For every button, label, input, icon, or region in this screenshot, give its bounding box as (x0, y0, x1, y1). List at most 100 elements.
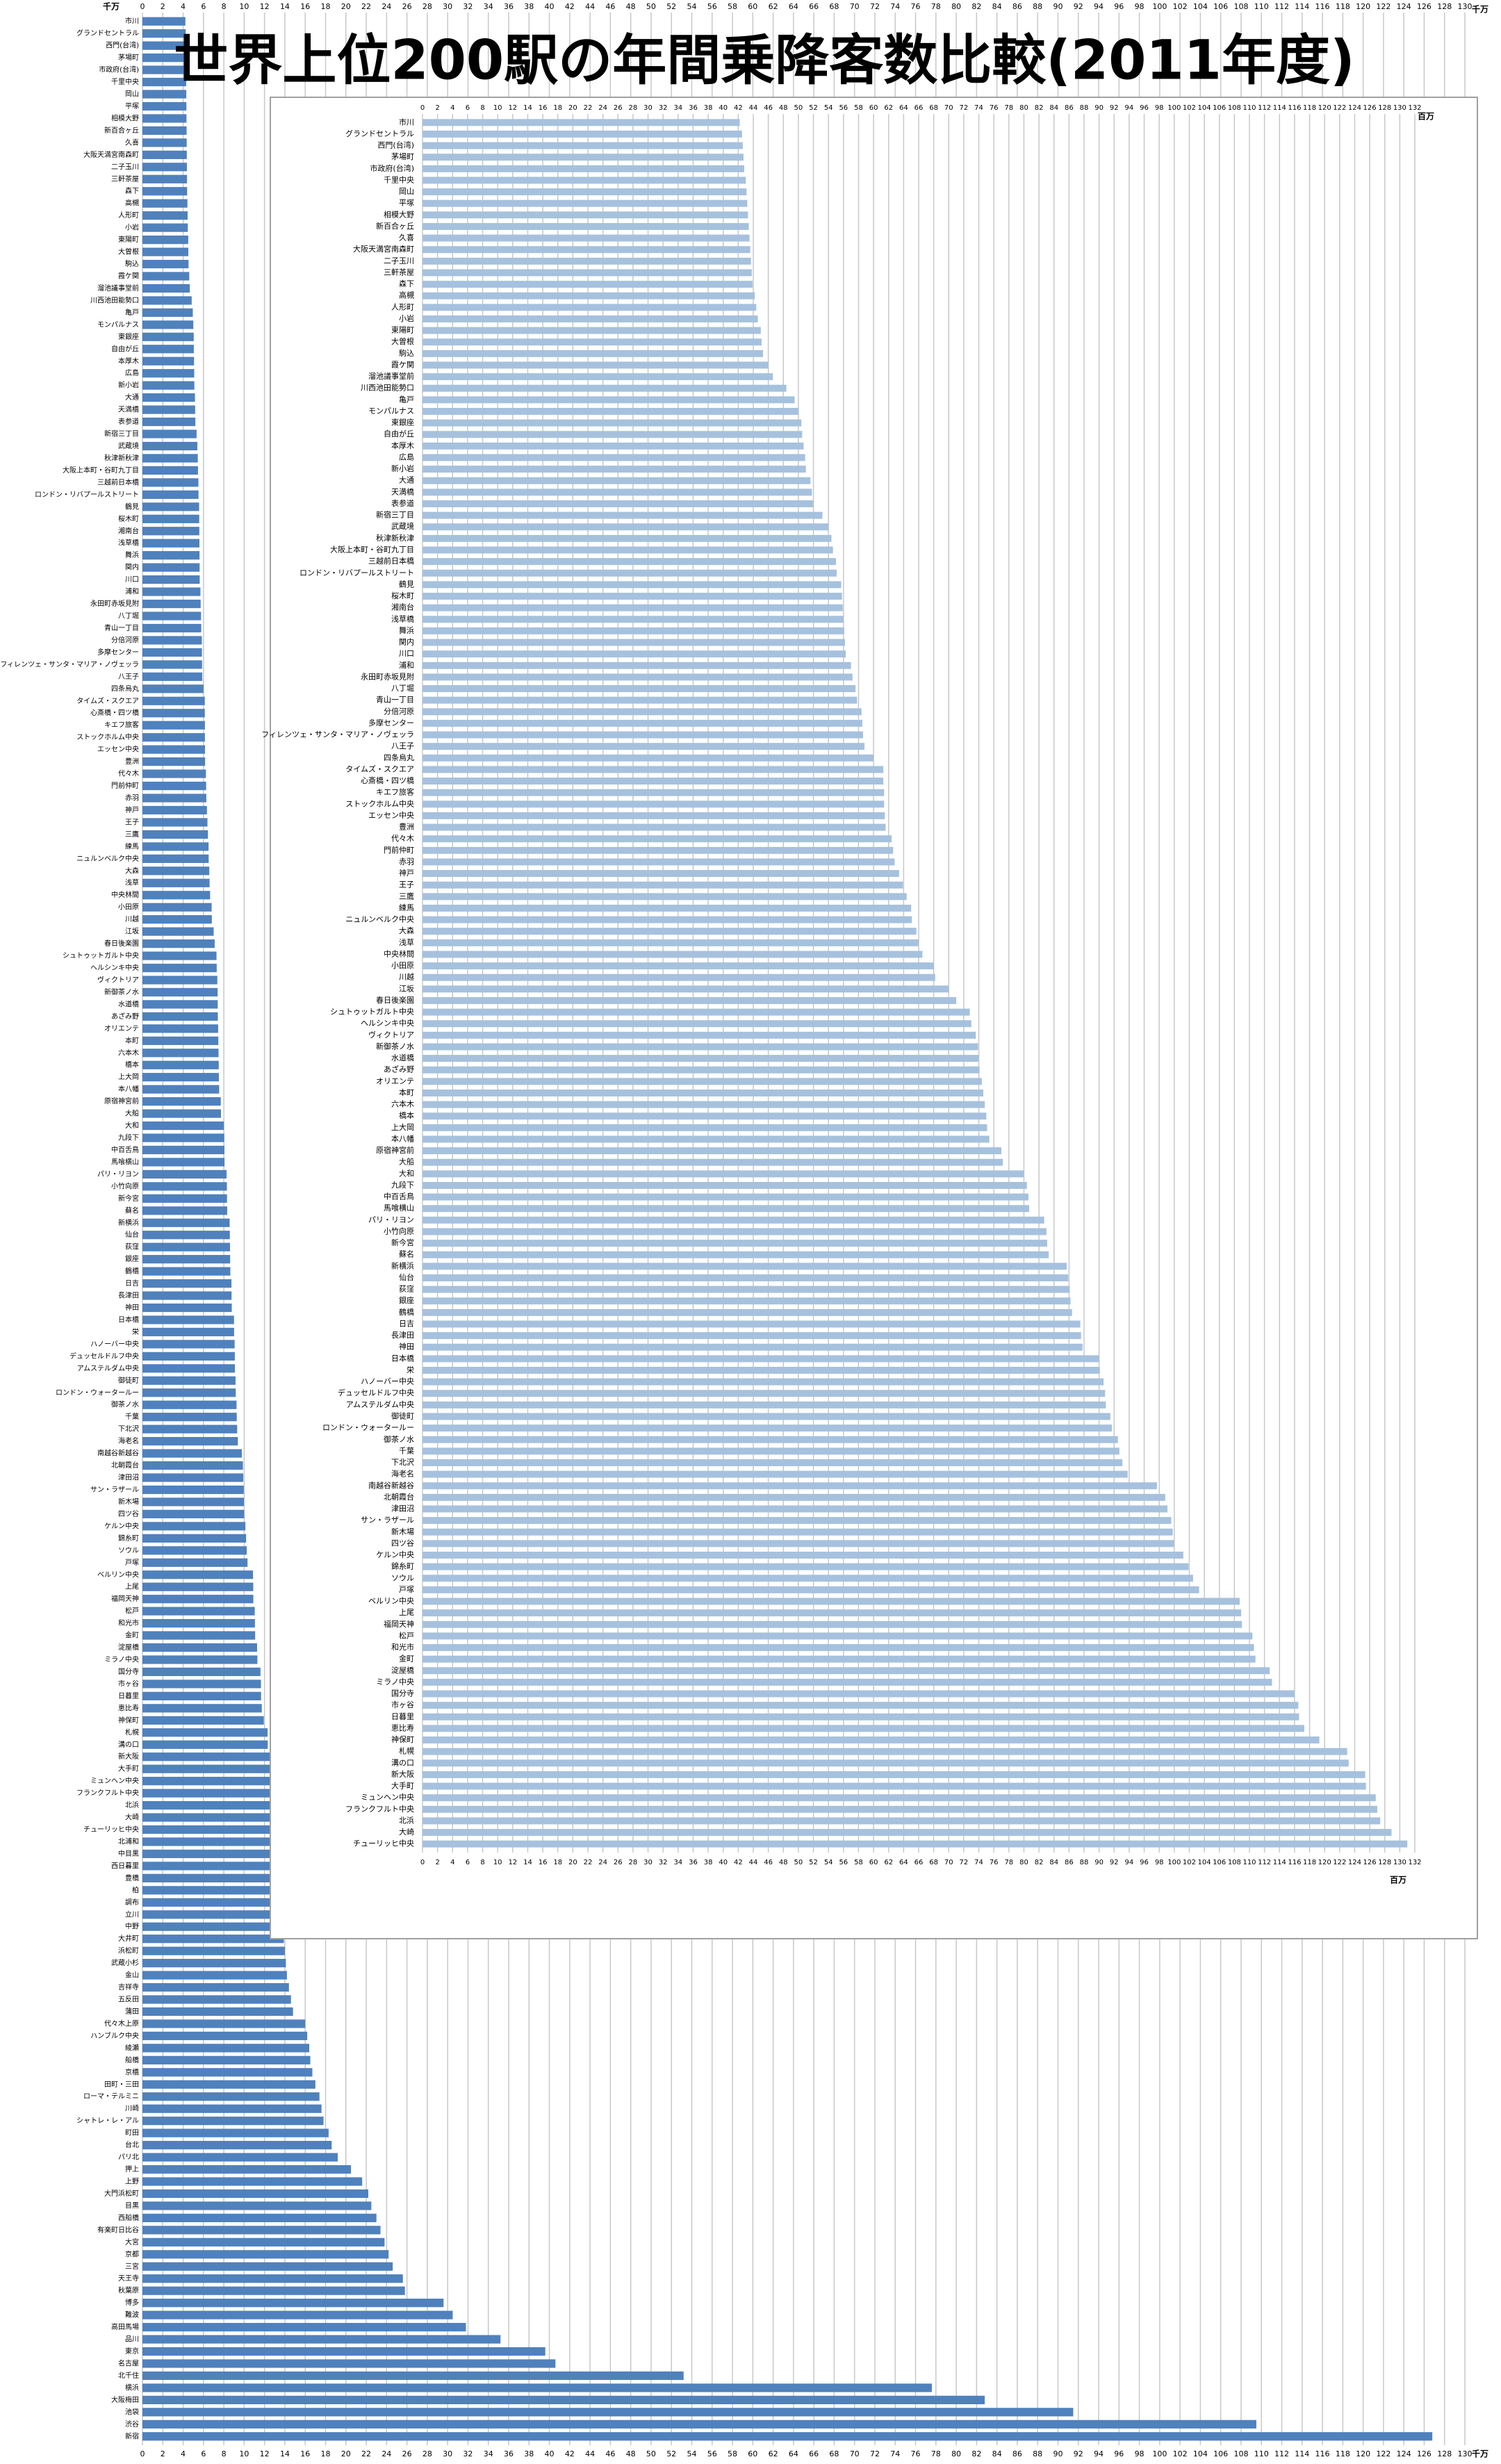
x-tick-label: 96 (1140, 104, 1149, 112)
x-tick-label: 52 (666, 2449, 676, 2458)
y-tick-label: 四ツ谷 (391, 1538, 414, 1547)
y-tick-label: 大和 (399, 1168, 414, 1178)
y-tick-label: 戸塚 (125, 1559, 139, 1567)
bar (142, 1764, 270, 1773)
y-tick-label: 立川 (125, 1909, 139, 1919)
bar (142, 1024, 218, 1033)
x-tick-label: 30 (643, 1859, 653, 1866)
x-tick-label: 82 (971, 2449, 981, 2458)
bar (142, 1303, 232, 1313)
y-tick-label: 赤羽 (399, 857, 414, 866)
bar (142, 235, 188, 245)
x-tick-label: 80 (1019, 104, 1028, 112)
x-tick-label: 44 (749, 1859, 758, 1866)
y-tick-label: ソウル (391, 1573, 414, 1582)
x-tick-label: 80 (1019, 1859, 1028, 1866)
y-tick-label: 小竹向原 (384, 1226, 414, 1235)
y-tick-label: 淀屋橋 (391, 1665, 414, 1675)
x-tick-label: 38 (704, 104, 713, 112)
y-tick-label: アムステルダム中央 (77, 1363, 139, 1372)
x-tick-label: 56 (707, 2, 717, 11)
x-tick-label: 118 (1336, 2, 1350, 11)
y-tick-label: 北朝霞台 (384, 1492, 414, 1502)
bar (142, 623, 202, 633)
y-tick-label: エッセン中央 (97, 745, 139, 754)
y-tick-label: 和光市 (391, 1642, 414, 1652)
bar (142, 1485, 244, 1495)
bar (423, 881, 903, 889)
bar (142, 1340, 235, 1349)
x-tick-label: 112 (1274, 2449, 1289, 2458)
x-tick-label: 70 (850, 2, 860, 11)
bar (142, 2359, 556, 2368)
bar (423, 800, 885, 808)
y-tick-label: 代々木 (391, 834, 414, 843)
bar (423, 1528, 1173, 1536)
bar (423, 1586, 1199, 1593)
bar (423, 396, 795, 404)
x-tick-label: 20 (568, 104, 577, 112)
bar (142, 1898, 281, 1907)
y-tick-label: 千里中央 (384, 175, 414, 184)
y-tick-label: シュトゥットガルト中央 (63, 951, 139, 960)
y-tick-label: エッセン中央 (368, 811, 414, 820)
bar (142, 1704, 262, 1713)
x-tick-label: 22 (361, 2, 371, 11)
x-tick-label: 58 (728, 2449, 737, 2458)
bar (423, 743, 865, 750)
bar (423, 130, 742, 138)
y-tick-label: 栄 (132, 1328, 139, 1336)
y-tick-label: 北浦和 (118, 1837, 139, 1846)
x-tick-label: 110 (1242, 104, 1256, 112)
x-tick-label: 98 (1135, 2, 1145, 11)
bar (423, 1020, 971, 1028)
x-tick-label: 88 (1080, 104, 1089, 112)
y-tick-label: 千葉 (399, 1445, 414, 1455)
x-tick-label: 72 (960, 1859, 969, 1866)
y-tick-label: タイムズ・スクエア (345, 764, 414, 773)
y-tick-label: ミラノ中央 (376, 1677, 414, 1686)
bar (142, 1424, 238, 1434)
bar (142, 138, 187, 147)
bar (423, 1158, 1003, 1166)
bar (142, 539, 199, 548)
y-tick-label: 六本木 (391, 1099, 414, 1109)
x-tick-label: 8 (480, 1859, 484, 1866)
bar (142, 1315, 234, 1324)
bar (142, 29, 186, 38)
y-tick-label: 小竹向原 (111, 1181, 139, 1190)
bar (142, 174, 188, 183)
y-tick-label: 江坂 (125, 928, 139, 936)
x-tick-label: 24 (598, 104, 607, 112)
y-tick-label: 大阪天満宮南森町 (353, 244, 414, 254)
bar (142, 65, 186, 74)
x-tick-label: 116 (1315, 2449, 1330, 2458)
bar (423, 304, 757, 311)
x-tick-label: 72 (960, 104, 969, 112)
y-tick-label: 小田原 (391, 961, 414, 970)
x-tick-label: 18 (553, 1859, 562, 1866)
y-tick-label: 国分寺 (391, 1689, 414, 1698)
y-tick-label: 市ヶ谷 (391, 1700, 414, 1709)
x-tick-label: 26 (614, 104, 623, 112)
x-tick-label: 46 (605, 2449, 615, 2458)
bar (142, 1679, 261, 1689)
bar (423, 222, 749, 230)
y-tick-label: 分倍河原 (384, 706, 414, 716)
x-tick-label: 38 (524, 2, 534, 11)
bar (142, 1242, 231, 1251)
y-tick-label: 神保町 (391, 1734, 414, 1744)
x-tick-label: 40 (545, 2, 555, 11)
y-tick-label: 代々木上原 (104, 2019, 139, 2028)
x-tick-label: 76 (911, 2449, 921, 2458)
bar (142, 417, 196, 427)
y-tick-label: 駒込 (399, 349, 414, 358)
bar (423, 1378, 1104, 1386)
x-tick-label: 122 (1376, 2, 1391, 11)
x-tick-label: 84 (992, 2449, 1002, 2458)
x-tick-label: 98 (1155, 1859, 1164, 1866)
y-tick-label: ハノーバー中央 (90, 1339, 139, 1348)
x-tick-label: 48 (626, 2449, 636, 2458)
bar (142, 1582, 254, 1591)
bar (423, 1332, 1081, 1340)
